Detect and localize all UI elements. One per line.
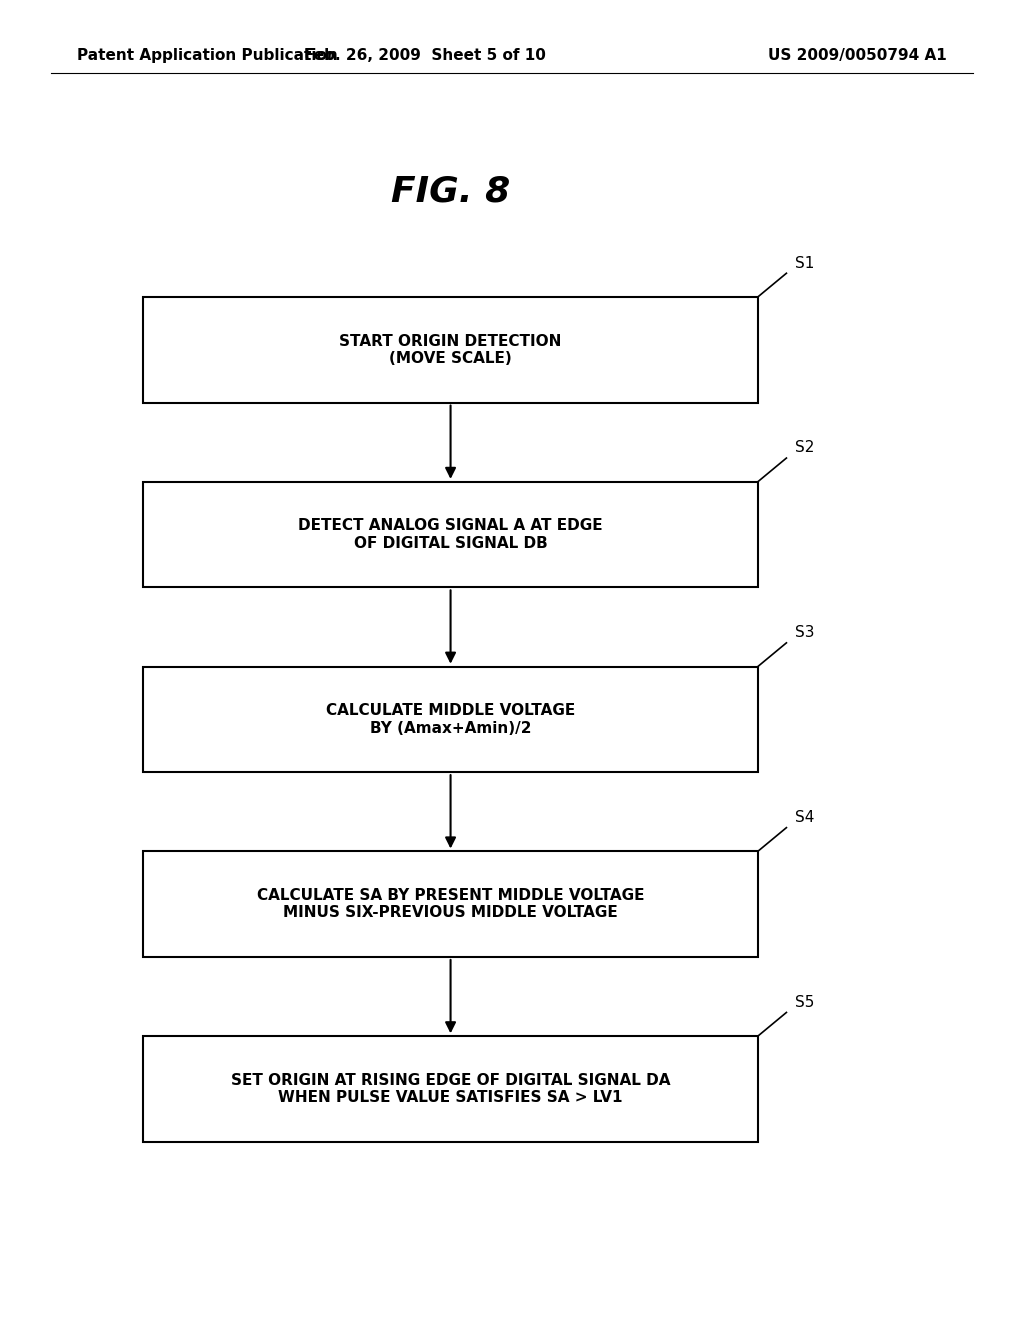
Text: Patent Application Publication: Patent Application Publication: [77, 48, 338, 63]
Text: S1: S1: [795, 256, 814, 271]
Text: S2: S2: [795, 441, 814, 455]
Text: S4: S4: [795, 810, 814, 825]
Text: START ORIGIN DETECTION
(MOVE SCALE): START ORIGIN DETECTION (MOVE SCALE): [339, 334, 562, 366]
Text: SET ORIGIN AT RISING EDGE OF DIGITAL SIGNAL DA
WHEN PULSE VALUE SATISFIES SA > L: SET ORIGIN AT RISING EDGE OF DIGITAL SIG…: [230, 1073, 671, 1105]
Text: Feb. 26, 2009  Sheet 5 of 10: Feb. 26, 2009 Sheet 5 of 10: [304, 48, 546, 63]
Text: DETECT ANALOG SIGNAL A AT EDGE
OF DIGITAL SIGNAL DB: DETECT ANALOG SIGNAL A AT EDGE OF DIGITA…: [298, 519, 603, 550]
Text: CALCULATE MIDDLE VOLTAGE
BY (Amax+Amin)/2: CALCULATE MIDDLE VOLTAGE BY (Amax+Amin)/…: [326, 704, 575, 735]
Text: CALCULATE SA BY PRESENT MIDDLE VOLTAGE
MINUS SIX-PREVIOUS MIDDLE VOLTAGE: CALCULATE SA BY PRESENT MIDDLE VOLTAGE M…: [257, 888, 644, 920]
Bar: [143, 297, 758, 403]
Bar: [143, 667, 758, 772]
Text: S3: S3: [795, 626, 814, 640]
Text: S5: S5: [795, 995, 814, 1010]
Bar: [143, 1036, 758, 1142]
Bar: [143, 482, 758, 587]
Bar: [143, 851, 758, 957]
Text: FIG. 8: FIG. 8: [391, 174, 510, 209]
Text: US 2009/0050794 A1: US 2009/0050794 A1: [768, 48, 947, 63]
